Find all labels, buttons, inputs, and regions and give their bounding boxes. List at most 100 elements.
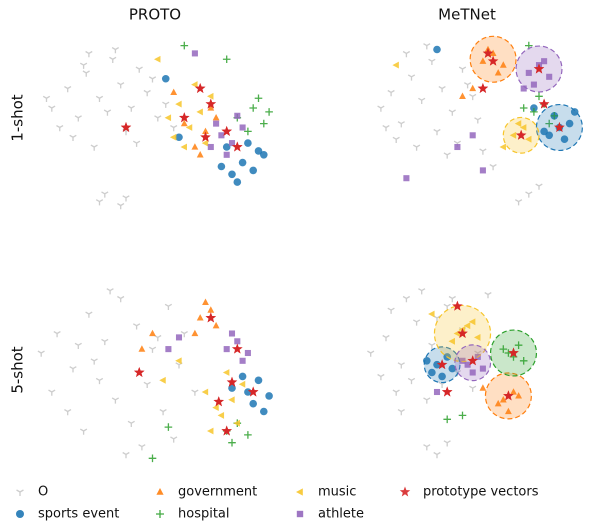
point	[161, 74, 170, 83]
point	[207, 427, 214, 435]
point	[454, 143, 461, 151]
point	[217, 162, 226, 171]
point	[202, 298, 209, 305]
point	[222, 55, 231, 64]
point	[397, 362, 405, 369]
legend-label: athlete	[318, 507, 364, 521]
point	[541, 58, 548, 65]
point	[397, 409, 405, 416]
legend-marker	[156, 510, 164, 518]
point	[459, 357, 466, 364]
point	[392, 136, 400, 143]
point	[418, 97, 426, 104]
point	[499, 143, 506, 151]
legend-label: music	[318, 485, 356, 500]
point	[180, 143, 187, 151]
point	[448, 337, 455, 345]
point	[212, 321, 220, 329]
point	[469, 132, 476, 139]
prototype-point	[134, 367, 145, 377]
point	[499, 345, 508, 353]
point	[79, 62, 88, 69]
point	[458, 66, 467, 73]
point	[95, 95, 104, 103]
point	[238, 372, 247, 381]
point	[514, 341, 523, 350]
point	[565, 119, 574, 128]
point	[412, 144, 421, 151]
legend-label: sports event	[38, 507, 119, 521]
point	[143, 381, 151, 389]
point	[48, 389, 56, 396]
prototype-point	[232, 343, 243, 354]
point	[443, 415, 452, 424]
point	[443, 152, 451, 159]
point	[223, 151, 230, 158]
point	[407, 74, 416, 81]
point	[412, 319, 421, 326]
point	[392, 61, 399, 69]
point	[159, 409, 167, 416]
point	[382, 125, 390, 132]
point	[463, 322, 471, 330]
point	[433, 360, 441, 369]
prototype-point	[467, 355, 478, 366]
point	[213, 120, 220, 127]
point	[175, 362, 183, 369]
point	[228, 384, 236, 392]
point	[154, 55, 161, 63]
prototype-point	[503, 390, 514, 401]
point	[127, 105, 135, 112]
prototype-point	[247, 386, 259, 397]
point	[212, 113, 220, 121]
prototype-point	[482, 47, 494, 58]
point	[525, 69, 532, 76]
point	[148, 76, 157, 83]
point	[433, 388, 441, 396]
point	[117, 82, 125, 89]
point	[244, 139, 252, 147]
point	[135, 66, 143, 73]
point	[428, 58, 436, 66]
point	[535, 183, 543, 190]
point	[222, 369, 230, 376]
point	[469, 385, 477, 392]
point	[164, 303, 173, 311]
legend-marker	[16, 489, 24, 496]
point	[202, 127, 209, 135]
point	[223, 346, 230, 353]
point	[509, 131, 517, 139]
point	[464, 361, 471, 368]
point	[111, 397, 120, 404]
point	[433, 128, 441, 136]
point	[180, 119, 188, 127]
point	[191, 81, 198, 89]
point	[397, 121, 405, 128]
point	[85, 311, 93, 318]
point	[519, 104, 528, 112]
point	[175, 334, 183, 341]
point	[69, 134, 77, 142]
point	[254, 376, 263, 385]
point	[117, 203, 125, 210]
point	[201, 388, 209, 396]
prototype-point	[515, 129, 527, 140]
legend-marker	[296, 510, 304, 518]
point	[122, 451, 130, 459]
point	[530, 81, 537, 88]
point	[407, 377, 416, 385]
point	[122, 195, 130, 202]
point	[90, 358, 98, 365]
point	[499, 396, 507, 403]
point	[64, 409, 72, 416]
point	[196, 108, 203, 116]
prototype-point	[452, 300, 463, 311]
point	[519, 356, 528, 365]
point	[448, 109, 456, 116]
point	[175, 357, 182, 365]
point	[494, 69, 502, 76]
point	[207, 143, 214, 151]
point	[510, 388, 517, 395]
point	[207, 306, 215, 313]
